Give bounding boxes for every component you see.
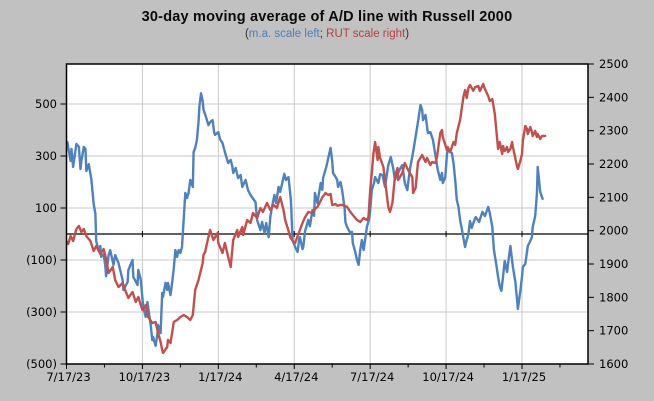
x-axis-tick-label: 10/17/23 bbox=[119, 370, 171, 384]
plot-border bbox=[65, 63, 589, 365]
left-axis-tick-label: 500 bbox=[35, 97, 57, 111]
left-axis-tick-label: 300 bbox=[35, 149, 57, 163]
left-axis-tick-label: (300) bbox=[26, 305, 57, 319]
chart-subtitle: (m.a. scale left; RUT scale right) bbox=[0, 28, 654, 40]
right-axis-tick-label: 2400 bbox=[599, 90, 628, 104]
right-axis-tick-label: 1900 bbox=[599, 257, 628, 271]
right-axis-tick-label: 2100 bbox=[599, 190, 628, 204]
left-axis-tick-label: 100 bbox=[35, 201, 57, 215]
right-axis-tick-label: 1600 bbox=[599, 357, 628, 371]
x-axis-tick-label: 7/17/24 bbox=[350, 370, 394, 384]
right-axis-tick-label: 2200 bbox=[599, 157, 628, 171]
right-axis-tick-label: 2500 bbox=[599, 57, 628, 71]
x-axis-tick-label: 1/17/25 bbox=[502, 370, 546, 384]
subtitle-separator: ; bbox=[319, 28, 327, 40]
subtitle-rut-scale-label: RUT scale right bbox=[326, 28, 406, 40]
right-axis-tick-label: 2000 bbox=[599, 224, 628, 238]
subtitle-ma-scale-label: m.a. scale left bbox=[248, 28, 320, 40]
left-axis-tick-label: (100) bbox=[26, 253, 57, 267]
subtitle-open-paren: ( bbox=[244, 28, 249, 40]
x-axis-tick-label: 4/17/24 bbox=[274, 370, 318, 384]
right-axis-tick-label: 1700 bbox=[599, 324, 628, 338]
right-axis-tick-label: 1800 bbox=[599, 290, 628, 304]
rut-line-series bbox=[66, 82, 547, 355]
x-axis-tick-label: 10/17/24 bbox=[422, 370, 474, 384]
right-axis-tick-label: 2300 bbox=[599, 124, 628, 138]
x-axis-tick-label: 7/17/23 bbox=[46, 370, 90, 384]
plot-area bbox=[66, 64, 588, 364]
x-axis-tick-label: 1/17/24 bbox=[198, 370, 242, 384]
subtitle-close-paren: ) bbox=[405, 28, 410, 40]
left-axis-tick-label: (500) bbox=[26, 357, 57, 371]
chart-title: 30-day moving average of A/D line with R… bbox=[141, 9, 513, 25]
